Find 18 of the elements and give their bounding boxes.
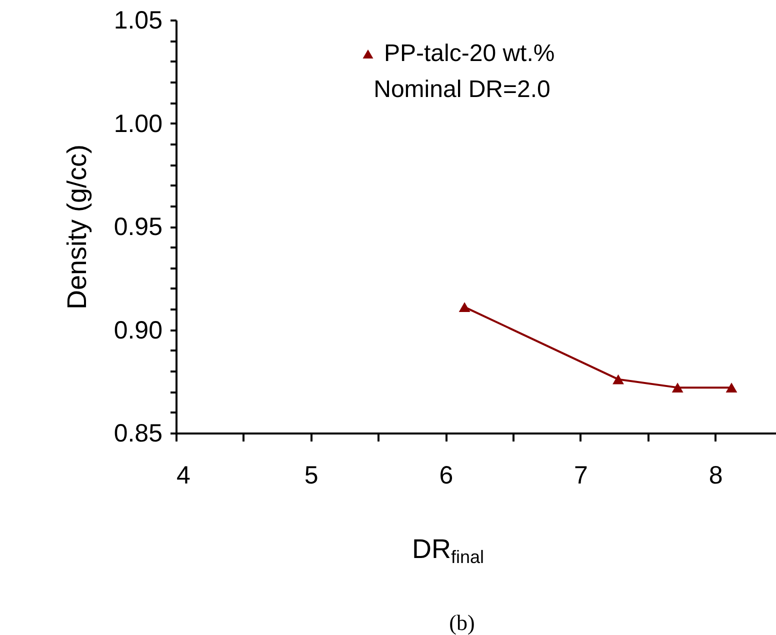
text: (b) bbox=[449, 610, 475, 635]
annotation: Nominal DR=2.0 bbox=[374, 76, 550, 103]
y-tick-label: 1.05 bbox=[114, 6, 162, 34]
point bbox=[612, 374, 624, 384]
y-tick-label: 0.90 bbox=[114, 316, 162, 344]
x-tick-label: 4 bbox=[176, 462, 190, 490]
x-tick-label: 7 bbox=[574, 462, 588, 490]
x-tick-label: 8 bbox=[708, 462, 723, 490]
y-axis-title: Density (g/cc) bbox=[62, 144, 92, 310]
y-tick-label: 0.85 bbox=[114, 420, 162, 448]
y-tick-label: 1.00 bbox=[114, 110, 162, 138]
x-tick-label: 6 bbox=[439, 462, 454, 490]
point bbox=[672, 382, 684, 393]
point bbox=[726, 382, 738, 393]
point bbox=[458, 302, 470, 312]
x-tick-label: 5 bbox=[304, 462, 318, 490]
y-tick-label: 0.95 bbox=[114, 213, 162, 241]
legend-label: PP-talc-20 wt.% bbox=[384, 40, 555, 67]
